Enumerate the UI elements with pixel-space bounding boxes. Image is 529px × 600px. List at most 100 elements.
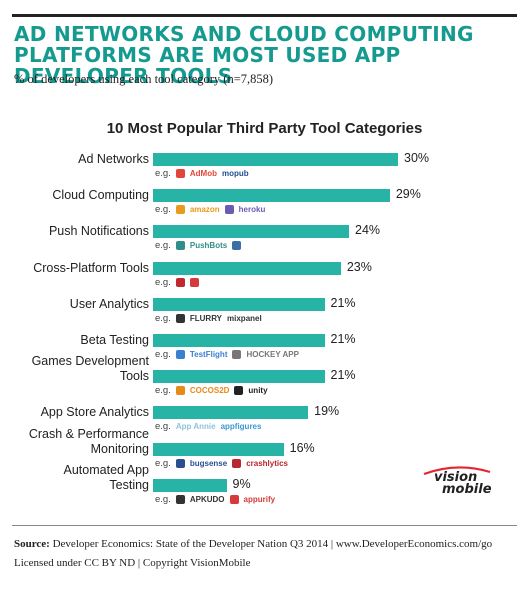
- value-label: 24%: [355, 223, 381, 237]
- example-tool-name: crashlytics: [246, 459, 289, 468]
- subtitle: % of developers using each tool category…: [14, 72, 274, 86]
- category-label-line: Cloud Computing: [52, 188, 149, 202]
- example-tools: e.g. FLURRY mixpanel: [155, 313, 262, 324]
- category-label-line: Beta Testing: [80, 333, 149, 347]
- unity-icon: [234, 386, 244, 395]
- source-text: Developer Economics: State of the Develo…: [52, 538, 493, 550]
- eg-label: e.g.: [155, 313, 171, 324]
- category-label-line: Games Development: [31, 354, 149, 368]
- appcelerator-icon: [175, 278, 185, 287]
- category-label: User Analytics: [0, 297, 149, 312]
- example-tool-name: bugsense: [189, 459, 228, 468]
- example-tool-name: heroku: [238, 205, 266, 214]
- example-tool-name: HOCKEY APP: [246, 350, 299, 359]
- category-label-line: Tools: [119, 369, 149, 383]
- example-tools: e.g.: [155, 277, 199, 288]
- source-note: Source: Developer Economics: State of th…: [14, 535, 519, 573]
- hockeyapp-icon: [232, 350, 242, 359]
- bar: [153, 153, 398, 166]
- value-label: 16%: [289, 441, 315, 455]
- example-tool-name: appurify: [243, 495, 276, 504]
- value-label: 21%: [330, 368, 356, 382]
- eg-label: e.g.: [155, 421, 171, 432]
- category-label-line: User Analytics: [69, 297, 149, 311]
- category-label-line: App Store Analytics: [40, 405, 149, 419]
- crashlytics-icon: [232, 459, 242, 468]
- example-tools: e.g. PushBots: [155, 240, 242, 251]
- category-label: Cloud Computing: [0, 188, 149, 203]
- example-tools: e.g. amazon heroku: [155, 204, 265, 215]
- bar: [153, 479, 227, 492]
- urban-airship-icon: [232, 241, 242, 250]
- category-label-line: Push Notifications: [48, 224, 149, 238]
- source-label: Source:: [14, 538, 50, 550]
- eg-label: e.g.: [155, 168, 171, 179]
- bar: [153, 298, 325, 311]
- example-tool-name: unity: [248, 386, 268, 395]
- eg-label: e.g.: [155, 458, 171, 469]
- example-tools: e.g. TestFlight HOCKEY APP: [155, 349, 299, 360]
- admob-icon: [175, 169, 185, 178]
- cocos2d-icon: [175, 386, 185, 395]
- value-label: 21%: [330, 296, 356, 310]
- category-label-line: Monitoring: [90, 442, 149, 456]
- eg-label: e.g.: [155, 240, 171, 251]
- value-label: 19%: [314, 404, 340, 418]
- category-label: Beta Testing: [0, 333, 149, 348]
- apkudo-icon: [175, 495, 185, 504]
- example-tool-name: PushBots: [189, 241, 228, 250]
- headline: AD NETWORKS AND CLOUD COMPUTING PLATFORM…: [14, 22, 474, 88]
- pushbots-icon: [175, 241, 185, 250]
- brand-line2: mobile: [442, 482, 492, 497]
- value-label: 30%: [404, 151, 430, 165]
- eg-label: e.g.: [155, 277, 171, 288]
- example-tool-name: mopub: [221, 169, 249, 178]
- bugsense-icon: [175, 459, 185, 468]
- example-tool-name: APKUDO: [189, 495, 225, 504]
- bar: [153, 443, 284, 456]
- amazon-web-services-icon: [175, 205, 185, 214]
- brand-line1: vision: [434, 470, 478, 485]
- top-rule: [12, 14, 517, 17]
- category-label-line: Ad Networks: [78, 152, 149, 166]
- example-tools: e.g. bugsense crashlytics: [155, 458, 288, 469]
- eg-label: e.g.: [155, 349, 171, 360]
- example-tool-name: mixpanel: [227, 314, 262, 323]
- license-text: Licensed under CC BY ND | Copyright Visi…: [14, 557, 251, 569]
- category-label-line: Automated App: [63, 463, 149, 477]
- example-tool-name: amazon: [189, 205, 220, 214]
- example-tool-name: FLURRY: [189, 314, 223, 323]
- example-tool-name: App Annie: [175, 422, 216, 431]
- example-tools: e.g. AdMob mopub: [155, 168, 249, 179]
- category-label: Games Development Tools: [0, 354, 149, 384]
- bar: [153, 334, 325, 347]
- example-tools: e.g. COCOS2D unity: [155, 385, 268, 396]
- category-label: Automated App Testing: [0, 463, 149, 493]
- heroku-icon: [224, 205, 234, 214]
- example-tool-name: AdMob: [189, 169, 217, 178]
- flurry-icon: [175, 314, 185, 323]
- category-label-line: Testing: [109, 478, 149, 492]
- value-label: 21%: [330, 332, 356, 346]
- eg-label: e.g.: [155, 385, 171, 396]
- category-label: Ad Networks: [0, 152, 149, 167]
- bar: [153, 406, 309, 419]
- adobe-air-icon: [189, 278, 199, 287]
- testflight-icon: [175, 350, 185, 359]
- value-label: 23%: [346, 260, 372, 274]
- example-tool-name: TestFlight: [189, 350, 228, 359]
- bar: [153, 225, 349, 238]
- category-label: Push Notifications: [0, 224, 149, 239]
- logo-swoosh-icon: [423, 466, 491, 476]
- category-label-line: Cross-Platform Tools: [33, 261, 149, 275]
- value-label: 29%: [395, 187, 421, 201]
- example-tools: e.g. APKUDO appurify: [155, 494, 275, 505]
- category-label-line: Crash & Performance: [28, 427, 149, 441]
- eg-label: e.g.: [155, 204, 171, 215]
- category-label: Crash & Performance Monitoring: [0, 427, 149, 457]
- example-tools: e.g. App Annie appfigures: [155, 421, 261, 432]
- category-label: App Store Analytics: [0, 405, 149, 420]
- bar: [153, 262, 341, 275]
- bar: [153, 370, 325, 383]
- appurify-icon: [229, 495, 239, 504]
